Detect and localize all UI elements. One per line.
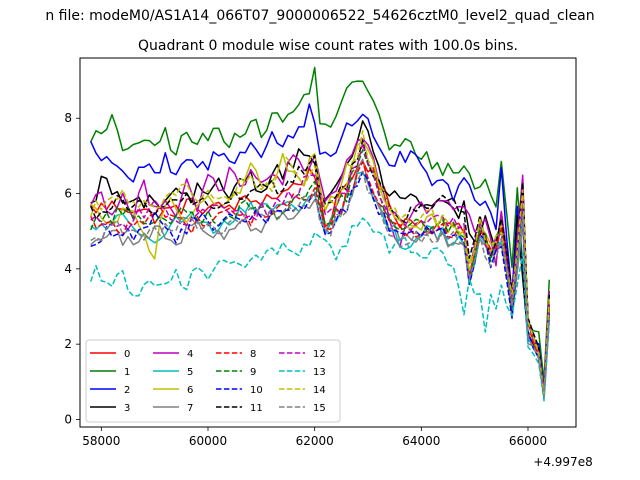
legend-label-5: 5	[187, 367, 193, 378]
legend-label-8: 8	[250, 349, 256, 360]
series-line-10	[90, 170, 551, 397]
series-line-9	[90, 149, 551, 396]
x-tick-label: 58000	[82, 434, 120, 448]
x-tick-label: 66000	[509, 434, 547, 448]
legend-label-10: 10	[250, 385, 263, 396]
legend-label-12: 12	[313, 349, 326, 360]
series-line-3	[90, 120, 551, 393]
x-offset-label: +4.997e8	[533, 455, 592, 469]
x-axis: 58000 60000 62000 64000 66000	[82, 427, 547, 448]
legend-label-11: 11	[250, 403, 263, 414]
legend-label-9: 9	[250, 367, 256, 378]
legend-label-13: 13	[313, 367, 326, 378]
y-tick-label: 4	[64, 262, 72, 276]
legend-label-7: 7	[187, 403, 193, 414]
y-axis: 0 2 4 6 8	[64, 111, 80, 426]
legend-label-6: 6	[187, 385, 193, 396]
series-line-2	[90, 103, 551, 392]
series-line-13	[89, 217, 551, 402]
legend-label-1: 1	[124, 367, 130, 378]
y-tick-label: 0	[64, 412, 72, 426]
legend-label-2: 2	[124, 385, 130, 396]
x-tick-label: 60000	[189, 434, 227, 448]
chart-title: Quadrant 0 module wise count rates with …	[138, 38, 518, 54]
series-line-8	[90, 161, 551, 398]
legend-label-3: 3	[124, 403, 130, 414]
legend-label-15: 15	[313, 403, 326, 414]
y-tick-label: 6	[64, 187, 72, 201]
series-layer	[89, 66, 551, 402]
legend-label-14: 14	[313, 385, 326, 396]
series-line-15	[90, 170, 551, 398]
figure-suptitle: n file: modeM0/AS1A14_066T07_9000006522_…	[45, 8, 594, 24]
legend-label-0: 0	[124, 349, 130, 360]
y-tick-label: 8	[64, 111, 72, 125]
series-line-11	[90, 139, 551, 395]
x-tick-label: 62000	[296, 434, 334, 448]
series-line-1	[90, 66, 551, 383]
legend-label-4: 4	[187, 349, 193, 360]
legend-box	[85, 339, 341, 423]
plot-frame	[79, 57, 577, 428]
x-tick-label: 64000	[402, 434, 440, 448]
series-line-14	[89, 129, 551, 396]
y-tick-label: 2	[64, 337, 72, 351]
